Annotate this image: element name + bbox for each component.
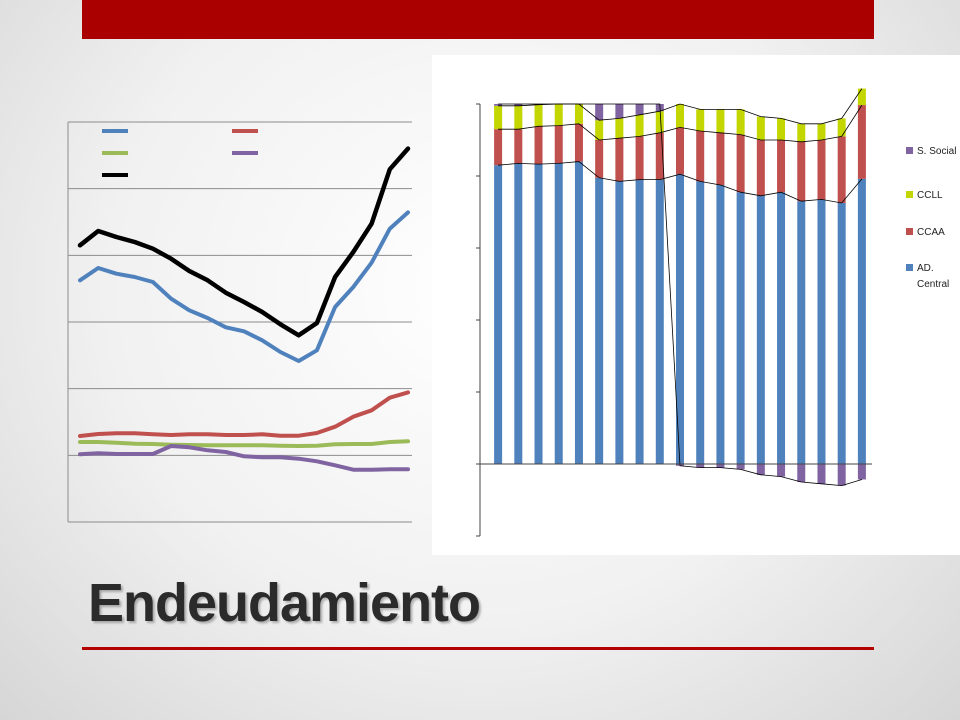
bar-segment-ccll [554, 104, 563, 126]
top-accent-bar [82, 0, 874, 39]
bar-segment-ccaa [676, 127, 684, 175]
bar-segment-ccll [615, 118, 624, 139]
series-connector-s-social [498, 103, 863, 487]
bar-segment-ad-central [777, 192, 786, 464]
legend-swatch-ccaa [906, 228, 913, 235]
bar-segment-s-social [756, 464, 765, 475]
bar-segment-ad-central [574, 161, 583, 464]
debt-share-bar-chart: S. Social CCLL CCAA AD. Central [432, 55, 960, 555]
bar-segment-ccll [635, 114, 644, 137]
legend-label-s-social: S. Social [917, 146, 956, 157]
bar-segment-ad-central [756, 195, 765, 465]
series-line-s-social [78, 444, 410, 472]
bar-segment-ad-central [635, 179, 644, 464]
bar-segment-ad-central [716, 185, 725, 464]
legend-label-line: AD. [917, 263, 934, 274]
bar-segment-ccll [676, 104, 684, 128]
legend-label-line: Central [917, 279, 949, 290]
series-line-total-ad [77, 146, 411, 338]
bar-segment-ccaa [777, 140, 786, 193]
bar-segment-ad-central [615, 181, 624, 464]
bar-segment-ccaa [494, 129, 503, 166]
bar-segment-s-social [797, 464, 806, 482]
bar-segment-ccll [756, 116, 765, 140]
bar-segment-ad-central [514, 163, 523, 464]
bar-segment-ccll [817, 123, 826, 140]
legend-swatch-s-social [906, 147, 913, 154]
bar-segment-ccaa [514, 129, 523, 164]
bar-segment-ccll [837, 118, 846, 137]
bar-segment-ccll [857, 88, 866, 106]
bar-segment-s-social [837, 464, 846, 486]
bar-segment-ccll [494, 105, 503, 130]
bar-segment-ccaa [574, 123, 583, 162]
bar-segment-ad-central [655, 179, 664, 464]
bar-segment-ccll [696, 109, 705, 131]
bar-segment-ad-central [494, 165, 503, 464]
series-line-ccll [78, 439, 410, 448]
bottom-accent-rule [82, 647, 874, 650]
bar-segment-ccaa [837, 136, 846, 203]
bar-segment-ad-central [595, 177, 604, 465]
bar-segment-ccaa [595, 140, 604, 178]
bar-segment-ad-central [534, 164, 543, 464]
bar-segment-ad-central [554, 163, 563, 464]
bar-segment-ccll [574, 104, 583, 124]
bar-segment-ccll [777, 118, 786, 140]
bar-segment-ccll [716, 109, 725, 133]
bar-segment-s-social [817, 464, 826, 484]
bar-segment-ccaa [655, 132, 664, 180]
line-chart-svg [67, 121, 412, 523]
bar-segment-s-social [514, 104, 523, 106]
bar-segment-s-social [595, 104, 604, 121]
bar-segment-ad-central [817, 199, 826, 464]
bar-segment-s-social [494, 104, 503, 106]
bar-segment-ccaa [615, 138, 624, 182]
bar-segment-ccaa [534, 126, 543, 165]
bar-segment-ccaa [797, 141, 806, 202]
legend-swatch-ccll [906, 191, 913, 198]
series-line-ad-central [78, 210, 410, 363]
bar-segment-ccaa [817, 140, 826, 200]
bar-segment-s-social [777, 464, 786, 477]
bar-segment-ccll [595, 120, 604, 140]
bar-segment-s-social [635, 104, 644, 115]
bar-segment-ccaa [857, 105, 866, 179]
legend-label-ccll: CCLL [917, 190, 943, 201]
bar-segment-ad-central [857, 178, 866, 464]
debt-line-chart [0, 95, 432, 545]
bar-segment-ccaa [716, 132, 725, 185]
bar-segment-ccaa [635, 136, 644, 180]
bar-segment-ad-central [676, 174, 684, 464]
bar-segment-ccaa [554, 125, 563, 164]
bar-segment-ccaa [696, 131, 705, 182]
legend-swatch-ad-central [906, 264, 913, 271]
bar-segment-s-social [696, 464, 705, 468]
legend-label-ad-central: AD. Central [917, 263, 949, 290]
bar-segment-ad-central [837, 203, 846, 464]
bar-chart-svg: S. Social CCLL CCAA AD. Central [476, 88, 956, 537]
bar-segment-s-social [716, 464, 725, 468]
series-line-ccaa [78, 390, 410, 438]
bar-segment-ccll [736, 109, 745, 135]
bar-segment-ccll [514, 105, 523, 130]
legend-label-ccaa: CCAA [917, 227, 945, 238]
bar-segment-ad-central [797, 201, 806, 464]
bar-segment-s-social [857, 464, 866, 480]
slide-title: Endeudamiento [88, 573, 481, 633]
bar-segment-ccll [655, 111, 664, 133]
bar-segment-ccaa [736, 134, 745, 193]
bar-segment-ccll [534, 104, 543, 127]
bar-segment-ccll [797, 123, 806, 142]
bar-segment-ccaa [756, 140, 765, 196]
bar-segment-ad-central [736, 192, 745, 464]
bar-segment-s-social [615, 104, 624, 119]
bar-segment-s-social [736, 464, 745, 470]
series-connector-ad-central [498, 161, 863, 204]
bar-segment-ad-central [696, 181, 705, 464]
series-connector-ccaa [498, 104, 863, 143]
